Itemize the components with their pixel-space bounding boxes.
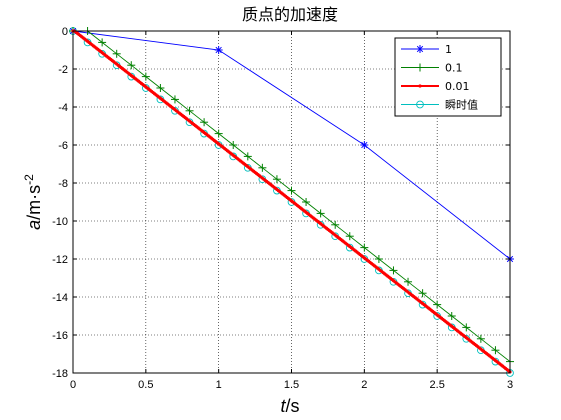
y-tick-label: -10 [52, 216, 68, 228]
y-tick-label: -18 [52, 368, 68, 380]
x-tick-label: 1 [216, 379, 222, 391]
data-point [185, 106, 194, 115]
data-point [112, 49, 121, 58]
x-axis-label: t/s [280, 396, 299, 416]
x-tick-label: 0 [70, 379, 76, 391]
data-point [156, 84, 165, 92]
data-point [316, 209, 325, 218]
data-point [229, 141, 238, 149]
x-tick-label: 1.5 [284, 379, 299, 391]
data-point [360, 141, 369, 149]
data-point [287, 186, 296, 195]
data-point [214, 129, 223, 138]
legend: 1 0.1 0.01 瞬时值 [394, 37, 502, 117]
series-line [72, 30, 511, 260]
asterisk-stroke [215, 46, 222, 54]
legend-label: 1 [445, 43, 452, 56]
x-tick-label: 3 [507, 379, 513, 391]
y-tick-label: -6 [58, 140, 68, 152]
data-point [258, 163, 267, 172]
legend-marker [416, 45, 424, 53]
x-tick-label: 0.5 [138, 379, 153, 391]
data-point [170, 95, 179, 104]
x-tick-label: 2 [361, 379, 367, 391]
data-point [243, 152, 252, 161]
data-point [418, 289, 427, 298]
data-point [433, 300, 442, 309]
legend-entry: 1 [401, 43, 452, 56]
data-point [360, 243, 369, 252]
legend-label: 0.1 [445, 62, 463, 75]
legend-marker [418, 84, 422, 88]
legend-entry: 0.1 [401, 62, 463, 75]
asterisk-stroke [416, 45, 424, 53]
legend-marker [416, 100, 424, 109]
data-point [127, 61, 136, 70]
y-tick-label: -16 [52, 330, 68, 342]
chart-title: 质点的加速度 [242, 5, 338, 24]
data-point [200, 118, 209, 127]
data-point [491, 346, 500, 355]
series-2 [71, 29, 512, 374]
data-point [476, 334, 485, 343]
series-layer [69, 27, 514, 377]
data-point [462, 323, 471, 332]
legend-entry: 瞬时值 [401, 99, 478, 112]
series-1 [69, 27, 514, 366]
data-point [141, 72, 150, 81]
y-tick-label: -14 [52, 292, 68, 304]
data-point [214, 46, 223, 54]
data-point [272, 175, 281, 184]
data-point [345, 232, 354, 241]
data-point [374, 255, 383, 263]
y-tick-label: -4 [58, 102, 68, 114]
axes: 0 0.5 1 1.5 2 2.5 3 0 -2 -4 -6 -8 -10 -12 -14 -16 -18 [52, 26, 513, 391]
data-point [98, 38, 107, 47]
legend-box [394, 37, 502, 117]
y-tick-label: -12 [52, 254, 68, 266]
y-axis-label: a/m·s-2 [22, 174, 44, 230]
data-point [302, 198, 311, 206]
x-tick-label: 2.5 [430, 379, 445, 391]
y-axis-label-unit: /m·s [24, 185, 44, 220]
data-point [404, 277, 413, 286]
data-point [389, 266, 398, 275]
legend-label: 0.01 [445, 80, 470, 93]
x-axis-label-italic: t [280, 396, 286, 416]
y-axis-label-italic: a [24, 220, 44, 230]
y-axis-label-exponent: -2 [22, 174, 36, 185]
data-point [331, 220, 340, 229]
x-axis-label-unit: /s [286, 396, 300, 416]
y-tick-label: 0 [62, 26, 68, 38]
y-tick-label: -8 [58, 178, 68, 190]
asterisk-stroke [361, 141, 368, 149]
y-tick-label: -2 [58, 64, 68, 76]
legend-marker [416, 63, 424, 72]
data-point [447, 312, 456, 320]
legend-entry: 0.01 [401, 80, 470, 93]
legend-label: 瞬时值 [445, 99, 478, 112]
